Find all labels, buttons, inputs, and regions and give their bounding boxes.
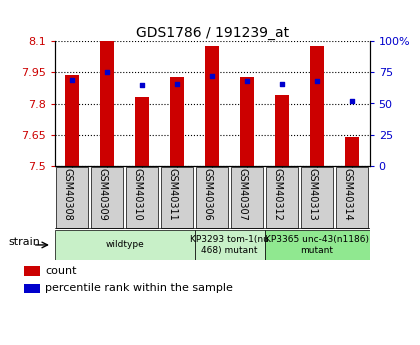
Text: percentile rank within the sample: percentile rank within the sample: [45, 283, 233, 293]
Text: count: count: [45, 266, 77, 276]
Text: GSM40307: GSM40307: [237, 168, 247, 221]
FancyBboxPatch shape: [55, 230, 194, 260]
Point: [139, 82, 145, 88]
Point: [69, 77, 76, 83]
FancyBboxPatch shape: [197, 167, 228, 228]
FancyBboxPatch shape: [302, 167, 333, 228]
FancyBboxPatch shape: [194, 230, 265, 260]
Text: KP3365 unc-43(n1186)
mutant: KP3365 unc-43(n1186) mutant: [265, 235, 369, 255]
Bar: [345, 137, 359, 166]
Text: GSM40308: GSM40308: [62, 168, 72, 221]
Point: [209, 73, 215, 79]
Point: [279, 81, 286, 86]
FancyBboxPatch shape: [265, 230, 370, 260]
Bar: [65, 75, 79, 166]
Point: [314, 78, 320, 84]
Point: [104, 70, 110, 75]
Bar: [24, 284, 40, 293]
FancyBboxPatch shape: [92, 167, 123, 228]
Text: wildtype: wildtype: [105, 240, 144, 249]
Text: KP3293 tom-1(nu
468) mutant: KP3293 tom-1(nu 468) mutant: [190, 235, 269, 255]
FancyBboxPatch shape: [126, 167, 158, 228]
Text: GSM40314: GSM40314: [342, 168, 352, 221]
Text: GSM40310: GSM40310: [132, 168, 142, 221]
Bar: [310, 46, 324, 166]
Text: GSM40313: GSM40313: [307, 168, 317, 221]
Title: GDS1786 / 191239_at: GDS1786 / 191239_at: [136, 26, 289, 40]
FancyBboxPatch shape: [266, 167, 298, 228]
Text: GSM40312: GSM40312: [272, 168, 282, 221]
Bar: [275, 95, 289, 166]
FancyBboxPatch shape: [161, 167, 193, 228]
Bar: [170, 77, 184, 166]
Bar: [205, 46, 219, 166]
Text: GSM40311: GSM40311: [167, 168, 177, 221]
FancyBboxPatch shape: [336, 167, 368, 228]
Bar: [100, 41, 114, 166]
Text: strain: strain: [8, 237, 40, 247]
Text: GSM40309: GSM40309: [97, 168, 107, 221]
Point: [174, 81, 181, 86]
Bar: [135, 97, 149, 166]
FancyBboxPatch shape: [56, 167, 88, 228]
Bar: [240, 77, 254, 166]
Point: [349, 98, 355, 104]
Bar: [24, 266, 40, 276]
Text: GSM40306: GSM40306: [202, 168, 212, 221]
Point: [244, 78, 250, 84]
FancyBboxPatch shape: [231, 167, 263, 228]
